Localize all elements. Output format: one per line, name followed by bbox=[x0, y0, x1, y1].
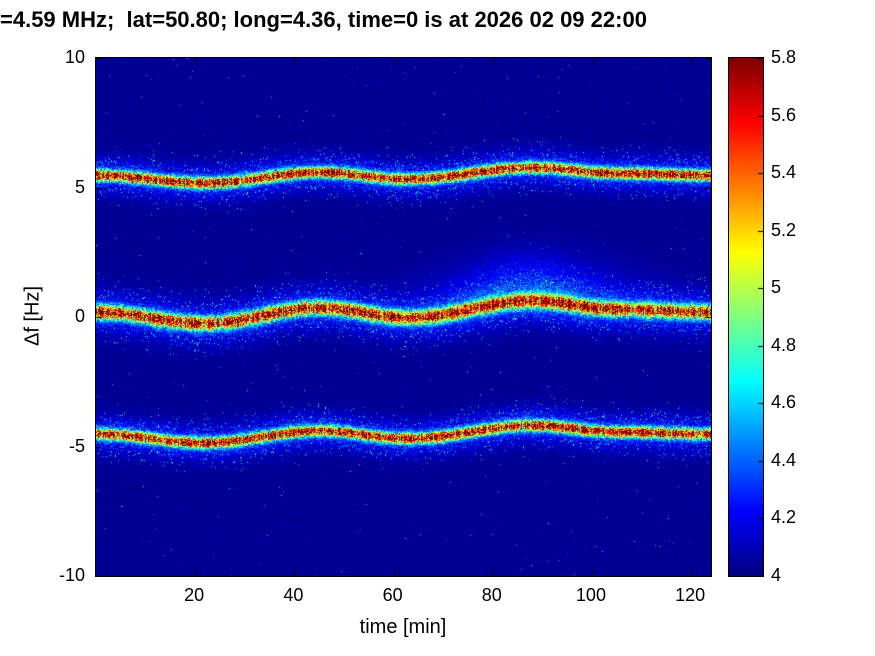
x-tick-label: 100 bbox=[575, 585, 606, 605]
plot-title: =4.59 MHz; lat=50.80; long=4.36, time=0 … bbox=[0, 7, 647, 32]
colorbar-tick-label: 4.6 bbox=[771, 392, 797, 413]
colorbar-tick-label: 5.4 bbox=[771, 162, 797, 183]
x-tick-label: 20 bbox=[184, 585, 205, 605]
colorbar-tick-label: 5 bbox=[771, 277, 782, 298]
colorbar-tick-label: 5.8 bbox=[771, 47, 797, 67]
x-axis-label: time [min] bbox=[359, 616, 447, 638]
colorbar-tick-label: 4 bbox=[771, 565, 782, 585]
colorbar-canvas bbox=[729, 58, 763, 576]
y-tick-label: 10 bbox=[64, 47, 85, 67]
spectrogram-heatmap-canvas bbox=[96, 58, 711, 576]
x-tick-label: 60 bbox=[382, 585, 403, 605]
colorbar-tick-label: 4.2 bbox=[771, 507, 797, 528]
colorbar-tick-label: 5.2 bbox=[771, 219, 797, 240]
colorbar-tick-label: 4.4 bbox=[771, 449, 797, 470]
x-tick-label: 120 bbox=[675, 585, 706, 605]
y-tick-label: 0 bbox=[74, 306, 85, 326]
y-tick-label: -10 bbox=[58, 565, 85, 585]
plot-area bbox=[95, 57, 712, 577]
colorbar-tick-label: 5.6 bbox=[771, 104, 797, 125]
colorbar-tick-label: 4.8 bbox=[771, 334, 797, 355]
x-tick-label: 80 bbox=[481, 585, 502, 605]
colorbar bbox=[728, 57, 764, 577]
y-tick-label: -5 bbox=[68, 435, 85, 456]
x-tick-label: 40 bbox=[283, 585, 304, 605]
y-tick-label: 5 bbox=[74, 176, 85, 197]
